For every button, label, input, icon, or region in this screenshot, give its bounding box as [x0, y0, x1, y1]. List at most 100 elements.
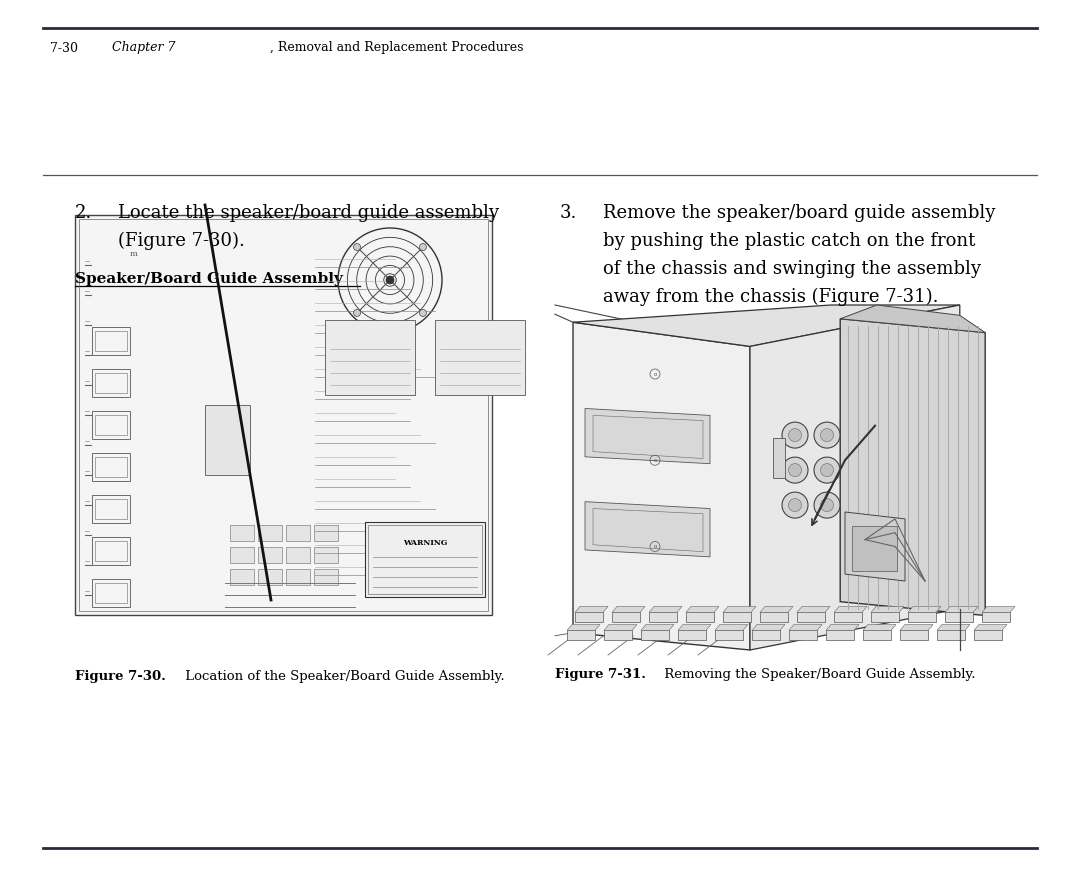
Bar — [92, 495, 130, 523]
Text: 2.: 2. — [75, 204, 92, 222]
Bar — [752, 630, 780, 640]
Bar — [286, 569, 310, 585]
Text: Locate the speaker/board guide assembly: Locate the speaker/board guide assembly — [118, 204, 499, 222]
Bar — [797, 612, 825, 622]
Bar — [945, 612, 973, 622]
Polygon shape — [575, 606, 608, 612]
Bar — [678, 630, 706, 640]
Bar — [286, 525, 310, 541]
Bar — [435, 320, 525, 395]
Polygon shape — [585, 409, 710, 464]
Bar — [715, 630, 743, 640]
Polygon shape — [642, 624, 674, 630]
Text: Figure 7-30.: Figure 7-30. — [75, 670, 166, 683]
Bar — [258, 547, 282, 563]
Bar — [612, 612, 640, 622]
Bar — [286, 547, 310, 563]
Circle shape — [814, 422, 840, 448]
Bar — [92, 537, 130, 565]
Bar — [205, 405, 249, 475]
Polygon shape — [678, 624, 711, 630]
Polygon shape — [982, 606, 1015, 612]
Polygon shape — [573, 322, 750, 650]
Circle shape — [419, 243, 427, 250]
Bar — [789, 630, 816, 640]
Bar — [92, 369, 130, 397]
Text: away from the chassis (Figure 7-31).: away from the chassis (Figure 7-31). — [603, 288, 939, 307]
Polygon shape — [604, 624, 637, 630]
Bar — [368, 525, 482, 594]
Polygon shape — [840, 319, 985, 615]
Text: 7-30: 7-30 — [50, 41, 78, 55]
Circle shape — [788, 428, 801, 442]
Bar — [908, 612, 936, 622]
Bar — [982, 612, 1010, 622]
Polygon shape — [900, 624, 933, 630]
Bar — [642, 630, 669, 640]
Bar — [723, 612, 751, 622]
Text: (Figure 7-30).: (Figure 7-30). — [118, 232, 245, 250]
Polygon shape — [686, 606, 719, 612]
Bar — [314, 569, 338, 585]
Polygon shape — [908, 606, 941, 612]
Bar — [863, 630, 891, 640]
Bar — [575, 612, 603, 622]
Text: o: o — [653, 458, 657, 463]
Circle shape — [821, 428, 834, 442]
Polygon shape — [870, 606, 904, 612]
Text: Figure 7-31.: Figure 7-31. — [555, 668, 646, 681]
Bar — [95, 415, 127, 435]
Text: , Removal and Replacement Procedures: , Removal and Replacement Procedures — [270, 41, 524, 55]
Text: m: m — [130, 250, 138, 258]
Text: Remove the speaker/board guide assembly: Remove the speaker/board guide assembly — [603, 204, 996, 222]
Bar — [773, 437, 785, 477]
Polygon shape — [649, 606, 681, 612]
Circle shape — [814, 457, 840, 483]
Bar — [325, 320, 415, 395]
Polygon shape — [585, 502, 710, 557]
Polygon shape — [612, 606, 645, 612]
Polygon shape — [834, 606, 867, 612]
Polygon shape — [937, 624, 970, 630]
Bar — [937, 630, 966, 640]
Text: Speaker/Board Guide Assembly: Speaker/Board Guide Assembly — [75, 272, 342, 286]
Bar — [92, 453, 130, 481]
Bar — [649, 612, 677, 622]
Polygon shape — [863, 624, 896, 630]
Polygon shape — [723, 606, 756, 612]
Circle shape — [353, 309, 361, 316]
Text: 3.: 3. — [561, 204, 578, 222]
Bar — [230, 547, 254, 563]
Bar — [826, 630, 854, 640]
Bar — [75, 215, 492, 615]
Bar — [365, 522, 485, 597]
Bar — [870, 612, 899, 622]
Circle shape — [782, 422, 808, 448]
Circle shape — [821, 464, 834, 477]
Text: o: o — [653, 544, 657, 549]
Text: o: o — [653, 372, 657, 376]
Text: of the chassis and swinging the assembly: of the chassis and swinging the assembly — [603, 260, 981, 278]
Text: Location of the Speaker/Board Guide Assembly.: Location of the Speaker/Board Guide Asse… — [181, 670, 504, 683]
Bar — [92, 327, 130, 355]
Polygon shape — [715, 624, 748, 630]
Bar — [567, 630, 595, 640]
Polygon shape — [826, 624, 859, 630]
Polygon shape — [974, 624, 1007, 630]
Polygon shape — [752, 624, 785, 630]
Bar — [314, 547, 338, 563]
Text: WARNING: WARNING — [403, 539, 447, 547]
Bar — [95, 331, 127, 351]
Bar — [92, 411, 130, 439]
Circle shape — [821, 499, 834, 511]
Bar — [95, 499, 127, 519]
Polygon shape — [573, 305, 960, 346]
Polygon shape — [845, 512, 905, 581]
Bar — [834, 612, 862, 622]
Bar — [258, 569, 282, 585]
Bar — [258, 525, 282, 541]
Circle shape — [782, 492, 808, 519]
Text: Removing the Speaker/Board Guide Assembly.: Removing the Speaker/Board Guide Assembl… — [660, 668, 975, 681]
Bar — [230, 569, 254, 585]
Polygon shape — [760, 606, 793, 612]
